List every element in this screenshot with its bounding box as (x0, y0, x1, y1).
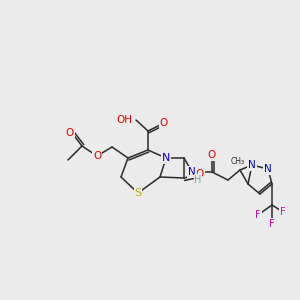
Text: O: O (66, 128, 74, 138)
Text: F: F (255, 210, 261, 220)
Text: F: F (269, 219, 275, 229)
Text: N: N (162, 153, 170, 163)
Text: N: N (264, 164, 272, 174)
Text: O: O (160, 118, 168, 128)
Text: CH₃: CH₃ (231, 158, 245, 166)
Text: OH: OH (116, 115, 132, 125)
Text: O: O (93, 151, 101, 161)
Text: N: N (188, 167, 196, 177)
Text: O: O (208, 150, 216, 160)
Text: S: S (134, 188, 142, 198)
Text: O: O (196, 169, 204, 179)
Text: H: H (194, 175, 202, 185)
Text: N: N (248, 160, 256, 170)
Text: F: F (280, 207, 286, 217)
